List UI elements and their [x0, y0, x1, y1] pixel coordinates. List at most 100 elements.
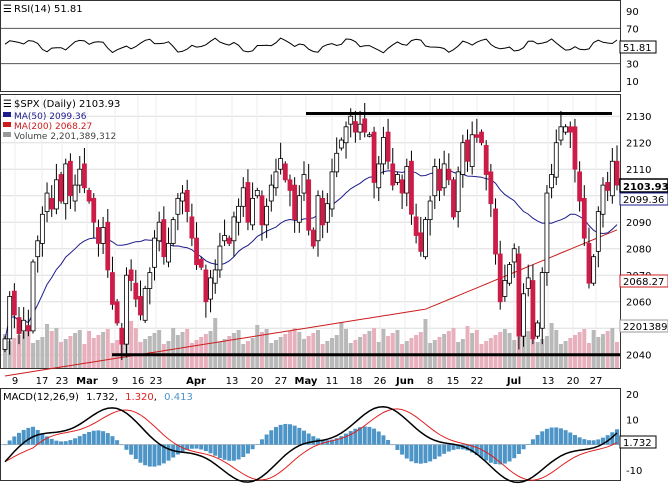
candle-body: [427, 200, 433, 220]
macd-histogram-bar: [203, 444, 208, 452]
ma200-value-box: 2068.27: [619, 274, 668, 288]
macd-histogram-bar: [502, 444, 507, 464]
macd-histogram-bar: [3, 444, 7, 446]
macd-histogram-bar: [465, 444, 470, 451]
macd-histogram-bar: [17, 432, 22, 445]
volume-bar: [157, 330, 162, 368]
candle-body: [138, 296, 143, 316]
macd-value-label: 1.732: [623, 438, 652, 449]
candle-body: [119, 327, 125, 345]
candle-body: [114, 301, 120, 324]
macd-histogram-bar: [87, 431, 92, 445]
candle-body: [306, 179, 312, 231]
x-tick-label: 22: [471, 376, 484, 387]
candlesticks: [2, 102, 620, 361]
candle-body: [362, 118, 368, 133]
candle-body: [91, 197, 97, 223]
macd-histogram-bar: [554, 427, 559, 445]
candle-body: [68, 160, 73, 197]
volume-bar: [311, 333, 316, 368]
macd-histogram-bar: [63, 441, 68, 445]
macd-histogram-bar: [245, 444, 250, 454]
macd-histogram-bar: [119, 444, 124, 446]
volume-bar: [316, 330, 321, 368]
candle-body: [497, 253, 503, 303]
macd-legend-name: MACD(12,26,9): [3, 392, 79, 403]
candle-body: [273, 171, 279, 189]
candle-body: [156, 221, 162, 242]
macd-histogram-bar: [390, 444, 395, 446]
candle-body: [254, 190, 260, 197]
macd-histogram-bar: [320, 439, 325, 445]
macd-histogram-bar: [241, 444, 246, 458]
volume-bar: [344, 329, 349, 368]
volume-bar: [549, 323, 554, 368]
candle-body: [605, 182, 611, 191]
candle-body: [343, 126, 349, 144]
candle-body: [170, 219, 176, 244]
macd-histogram-bar: [535, 434, 540, 445]
volume-bar: [45, 324, 50, 368]
volume-bar: [386, 336, 391, 368]
x-tick-label: 20: [251, 376, 264, 387]
candle-body: [563, 126, 569, 133]
macd-tick-label: 10: [626, 415, 639, 426]
volume-bar: [208, 331, 213, 368]
price-tick-label: 2110: [626, 165, 651, 176]
macd-histogram-bar: [544, 428, 549, 445]
candle-body: [581, 197, 587, 239]
macd-histogram-bar: [577, 437, 582, 445]
candle-body: [507, 264, 512, 284]
volume-bar: [577, 332, 582, 368]
volume-bar: [35, 340, 40, 368]
chart-icon: ☰: [3, 99, 12, 110]
macd-histogram-bar: [115, 440, 120, 445]
candle-body: [455, 171, 461, 213]
candle-body: [465, 139, 470, 162]
candle-body: [53, 179, 59, 210]
macd-histogram-bar: [194, 444, 199, 449]
candle-body: [549, 174, 554, 189]
candle-body: [544, 192, 550, 273]
macd-histogram-bar: [217, 444, 222, 458]
macd-histogram-bar: [259, 439, 264, 445]
candle-body: [296, 195, 302, 223]
macd-histogram-bar: [582, 439, 587, 445]
volume-bar: [59, 342, 64, 368]
rsi-tick-label: 30: [626, 60, 639, 71]
macd-histogram-bar: [105, 433, 110, 445]
candle-body: [82, 163, 87, 189]
candle-body: [338, 139, 344, 149]
candle-body: [77, 168, 83, 186]
candle-body: [511, 248, 517, 263]
candle-body: [44, 192, 50, 213]
macd-histogram-bar: [306, 433, 311, 445]
candle-body: [404, 166, 410, 194]
candle-body: [49, 197, 55, 210]
macd-histogram-bar: [49, 438, 54, 445]
volume-bar: [596, 337, 601, 368]
macd-histogram-bar: [367, 426, 372, 445]
volume-bar: [390, 333, 395, 368]
candle-body: [483, 144, 489, 175]
macd-histogram-bar: [143, 444, 148, 466]
macd-histogram-bar: [45, 436, 50, 445]
volume-bar: [54, 328, 59, 368]
volume-bar: [17, 335, 22, 368]
volume-bar: [362, 334, 367, 368]
candle-body: [189, 216, 195, 239]
candle-body: [25, 325, 31, 332]
macd-histogram-bar: [549, 427, 554, 445]
volume-bar: [498, 332, 503, 368]
candle-body: [437, 168, 442, 191]
candle-body: [259, 195, 265, 226]
candle-body: [395, 174, 400, 183]
volume-bar: [502, 329, 507, 368]
candle-body: [474, 134, 480, 138]
macd-histogram-bar: [157, 444, 162, 466]
candle-body: [72, 184, 78, 202]
candle-body: [493, 208, 498, 255]
candle-body: [152, 237, 157, 268]
volume-bar: [283, 334, 288, 368]
rsi-value-box: 51.81: [619, 40, 657, 54]
